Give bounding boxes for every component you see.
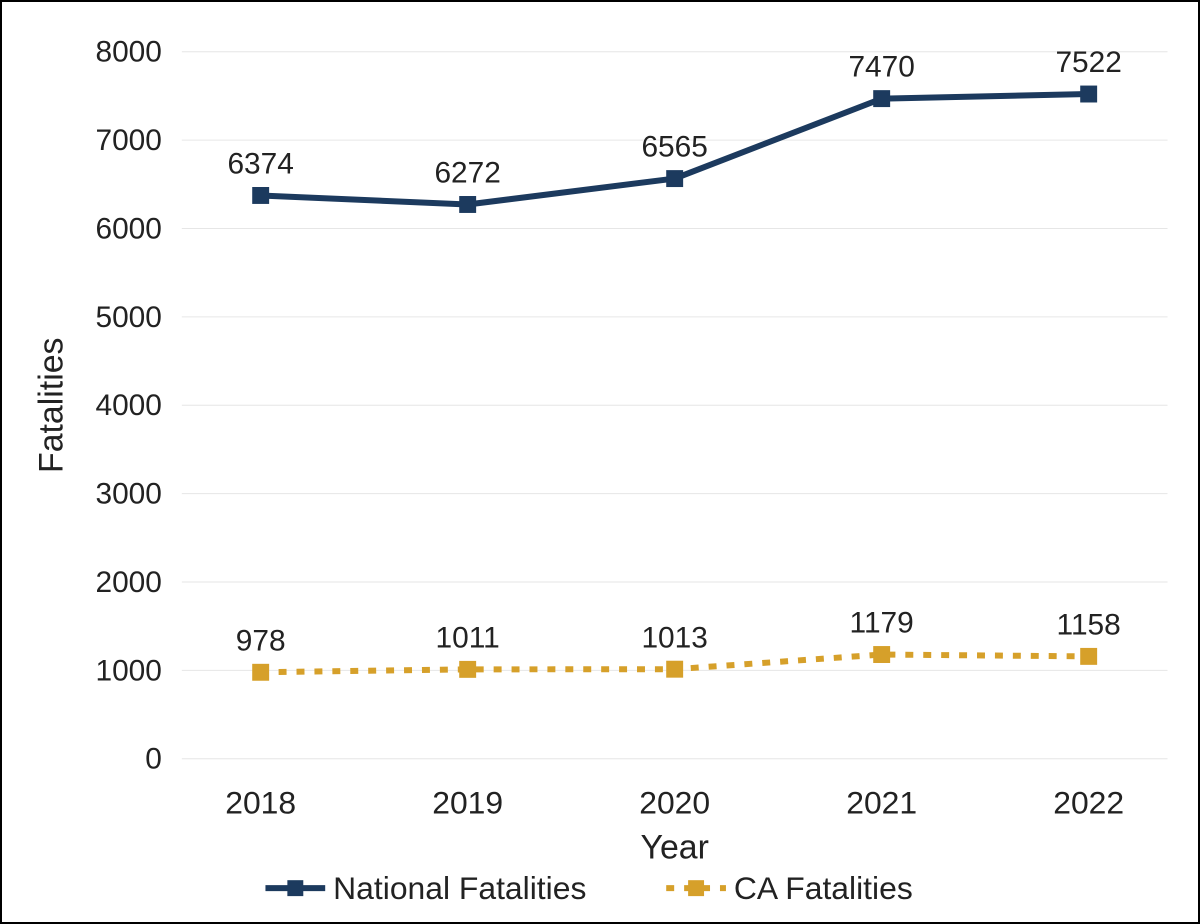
y-tick-label: 2000 xyxy=(95,566,161,599)
series-marker-1 xyxy=(667,661,683,677)
data-label-1: 1011 xyxy=(436,621,500,654)
legend-label: National Fatalities xyxy=(333,870,586,906)
legend-label: CA Fatalities xyxy=(734,870,913,906)
data-label-1: 1013 xyxy=(641,621,707,654)
y-axis-title: Fatalities xyxy=(32,338,70,473)
data-label-0: 6374 xyxy=(227,148,293,181)
x-tick-label: 2018 xyxy=(225,784,296,820)
y-tick-label: 4000 xyxy=(95,389,161,422)
y-tick-label: 0 xyxy=(145,743,162,776)
data-label-0: 6272 xyxy=(434,157,500,190)
fatalities-line-chart: 0 1000 2000 3000 4000 5000 6000 7000 8000 Fatalit… xyxy=(2,2,1198,922)
series-marker-1 xyxy=(460,661,476,677)
x-tick-label: 2019 xyxy=(432,784,503,820)
data-label-0: 7522 xyxy=(1055,46,1121,79)
y-tick-label: 6000 xyxy=(95,212,161,245)
y-tick-label: 3000 xyxy=(95,478,161,511)
y-tick-label: 7000 xyxy=(95,124,161,157)
y-tick-label: 5000 xyxy=(95,301,161,334)
y-tick-label: 8000 xyxy=(95,36,161,69)
x-tick-label: 2022 xyxy=(1053,784,1124,820)
series-marker-1 xyxy=(1081,648,1097,664)
series-marker-0 xyxy=(1081,86,1097,102)
x-tick-label: 2020 xyxy=(639,784,710,820)
x-tick-label: 2021 xyxy=(846,784,917,820)
legend-marker-icon xyxy=(287,880,303,896)
data-label-0: 6565 xyxy=(641,131,707,164)
data-label-1: 1179 xyxy=(850,607,914,640)
series-marker-1 xyxy=(874,647,890,663)
series-marker-0 xyxy=(874,91,890,107)
data-label-1: 1158 xyxy=(1057,608,1121,641)
y-tick-label: 1000 xyxy=(95,654,161,687)
series-marker-0 xyxy=(460,197,476,213)
x-axis-title: Year xyxy=(640,828,708,866)
data-label-0: 7470 xyxy=(848,51,914,84)
series-marker-0 xyxy=(667,171,683,187)
chart-container: 0 1000 2000 3000 4000 5000 6000 7000 8000 Fatalit… xyxy=(0,0,1200,924)
series-marker-0 xyxy=(253,188,269,204)
legend-marker-icon xyxy=(688,880,704,896)
data-label-1: 978 xyxy=(236,624,286,657)
series-marker-1 xyxy=(253,664,269,680)
